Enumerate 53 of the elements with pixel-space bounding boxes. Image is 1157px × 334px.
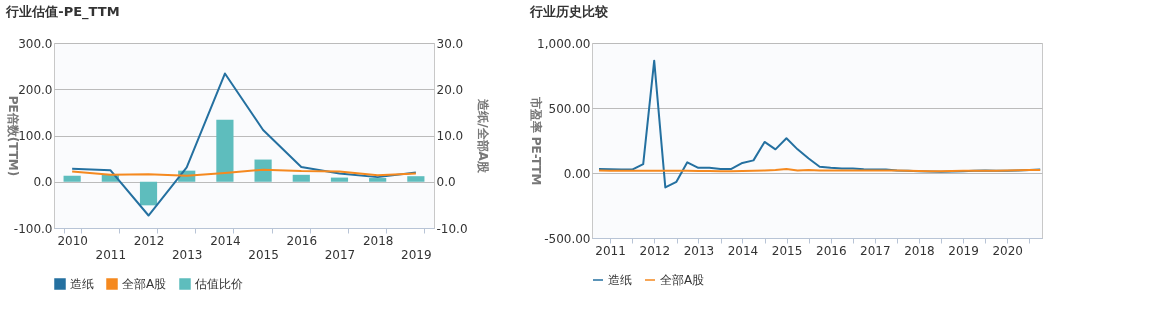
bar — [216, 119, 234, 182]
x-tick-label: 2015 — [771, 243, 803, 258]
y-tick-label: 100.0 — [18, 129, 53, 143]
y-axis-title: 市盈率 PE-TTM — [529, 95, 544, 186]
bar — [292, 174, 310, 182]
x-tick-label: 2017 — [324, 247, 356, 262]
legend-label: 估值比价 — [194, 277, 243, 291]
x-tick-label: 2012 — [133, 233, 165, 248]
y-tick-label: 0.00 — [563, 166, 591, 181]
x-tick-label: 2018 — [362, 233, 394, 248]
y2-tick-label: 20.0 — [436, 82, 464, 97]
bar — [63, 175, 81, 182]
legend-label: 造纸 — [608, 273, 632, 287]
x-tick-label: 2012 — [639, 243, 671, 258]
x-tick-label: 2017 — [860, 243, 891, 258]
x-tick-label: 2010 — [57, 233, 88, 248]
chart-title: 行业历史比较 — [528, 4, 609, 19]
legend-label: 全部A股 — [660, 273, 705, 287]
x-tick-label: 2016 — [286, 233, 318, 248]
chart-title: 行业估值-PE_TTM — [5, 4, 120, 20]
y-tick-label: -100.0 — [13, 221, 53, 236]
y2-axis-title: 造纸/全部A股 — [475, 98, 490, 174]
y-tick-label: 200.0 — [18, 82, 53, 97]
x-tick-label: 2019 — [948, 243, 979, 258]
x-tick-label: 2020 — [992, 243, 1023, 258]
y2-tick-label: -10.0 — [436, 221, 468, 236]
x-tick-label: 2011 — [95, 247, 127, 262]
bar — [407, 176, 425, 182]
line-series — [71, 168, 417, 177]
x-tick-label: 2014 — [727, 243, 759, 258]
y-axis-title: PE倍数(TTM) — [5, 95, 20, 177]
y2-tick-label: 10.0 — [436, 129, 464, 143]
y-tick-label: 300.0 — [18, 36, 53, 51]
x-tick-label: 2018 — [904, 243, 935, 258]
line-series — [71, 72, 417, 217]
legend-label: 全部A股 — [122, 277, 167, 291]
x-tick-label: 2014 — [210, 233, 241, 248]
y-tick-label: 0.0 — [33, 175, 53, 190]
bar — [369, 178, 387, 182]
x-tick-label: 2011 — [595, 243, 626, 258]
bar — [330, 177, 349, 182]
x-tick-label: 2019 — [401, 247, 432, 262]
bar — [139, 181, 158, 206]
legend-label: 造纸 — [70, 277, 94, 291]
y2-tick-label: 30.0 — [436, 36, 464, 51]
y-tick-label: -500.00 — [544, 231, 591, 246]
x-tick-label: 2013 — [683, 243, 715, 258]
x-tick-label: 2013 — [171, 247, 203, 262]
y2-tick-label: 0.0 — [436, 175, 456, 190]
y-tick-label: 1,000.00 — [537, 36, 591, 51]
x-tick-label: 2015 — [248, 247, 279, 262]
y-tick-label: 500.00 — [548, 101, 591, 116]
x-tick-label: 2016 — [815, 243, 847, 258]
